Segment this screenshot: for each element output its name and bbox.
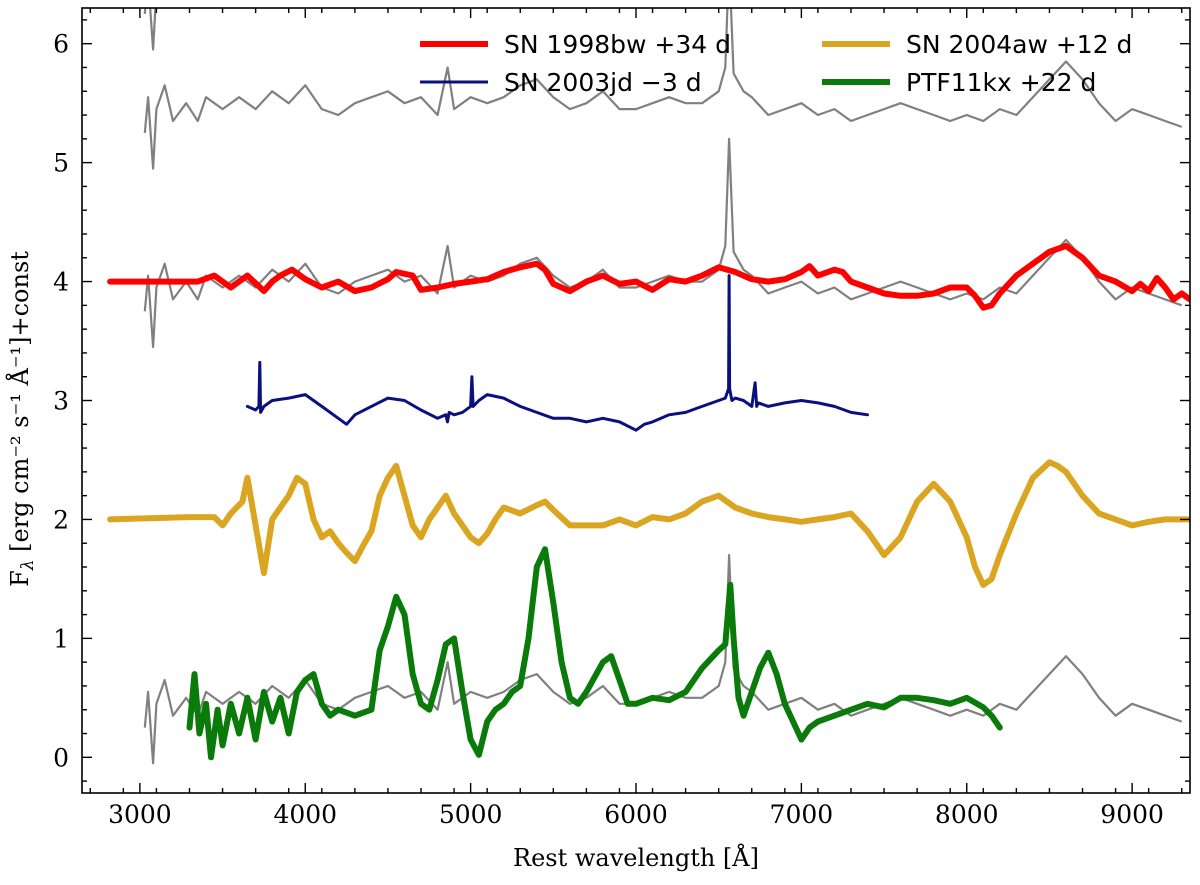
legend-label-4: PTF11kx +22 d xyxy=(906,68,1096,97)
y-tick-label: 5 xyxy=(53,149,69,178)
y-tick-label: 2 xyxy=(53,505,69,534)
x-axis-label: Rest wavelength [Å] xyxy=(513,843,759,872)
y-tick-label: 1 xyxy=(53,624,69,653)
x-tick-label: 8000 xyxy=(935,800,999,829)
x-tick-label: 9000 xyxy=(1100,800,1164,829)
comparison-spectrum-3 xyxy=(143,8,1183,170)
legend-label-2: SN 2003jd −3 d xyxy=(504,68,702,97)
legend: SN 1998bw +34 d SN 2003jd −3 d SN 2004aw +… xyxy=(420,30,1132,97)
y-tick-label: 3 xyxy=(53,387,69,416)
x-tick-label: 4000 xyxy=(273,800,337,829)
y-axis-label: Fλ [erg cm⁻² s⁻¹ Å⁻¹]+const xyxy=(5,251,38,587)
legend-label-1: SN 1998bw +34 d xyxy=(504,30,731,59)
x-tick-label: 5000 xyxy=(439,800,503,829)
series-line-3 xyxy=(107,459,1190,588)
series-layer xyxy=(107,242,1190,761)
series-line-4 xyxy=(186,546,1003,761)
comparison-spectrum-1 xyxy=(143,137,1183,349)
series-line-2 xyxy=(245,274,869,432)
plot-frame xyxy=(81,7,1191,794)
axis-ticks: 3000 4000 5000 6000 7000 8000 9000 0 1 2 3 4 5 6 xyxy=(53,8,1190,829)
x-tick-label: 3000 xyxy=(108,800,172,829)
x-tick-label: 6000 xyxy=(604,800,668,829)
legend-label-3: SN 2004aw +12 d xyxy=(906,30,1132,59)
comparison-spectrum-4 xyxy=(143,554,1183,765)
y-tick-label: 6 xyxy=(53,30,69,59)
y-axis-label-rest: [erg cm⁻² s⁻¹ Å⁻¹]+const xyxy=(5,251,34,560)
x-tick-label: 7000 xyxy=(770,800,834,829)
series-line-1 xyxy=(107,242,1190,311)
y-tick-label: 0 xyxy=(53,743,69,772)
comparison-spectra-layer xyxy=(143,8,1183,765)
y-axis-label-sub: λ xyxy=(18,559,38,571)
y-tick-label: 4 xyxy=(53,268,69,297)
y-axis-label-main: F xyxy=(6,570,34,587)
